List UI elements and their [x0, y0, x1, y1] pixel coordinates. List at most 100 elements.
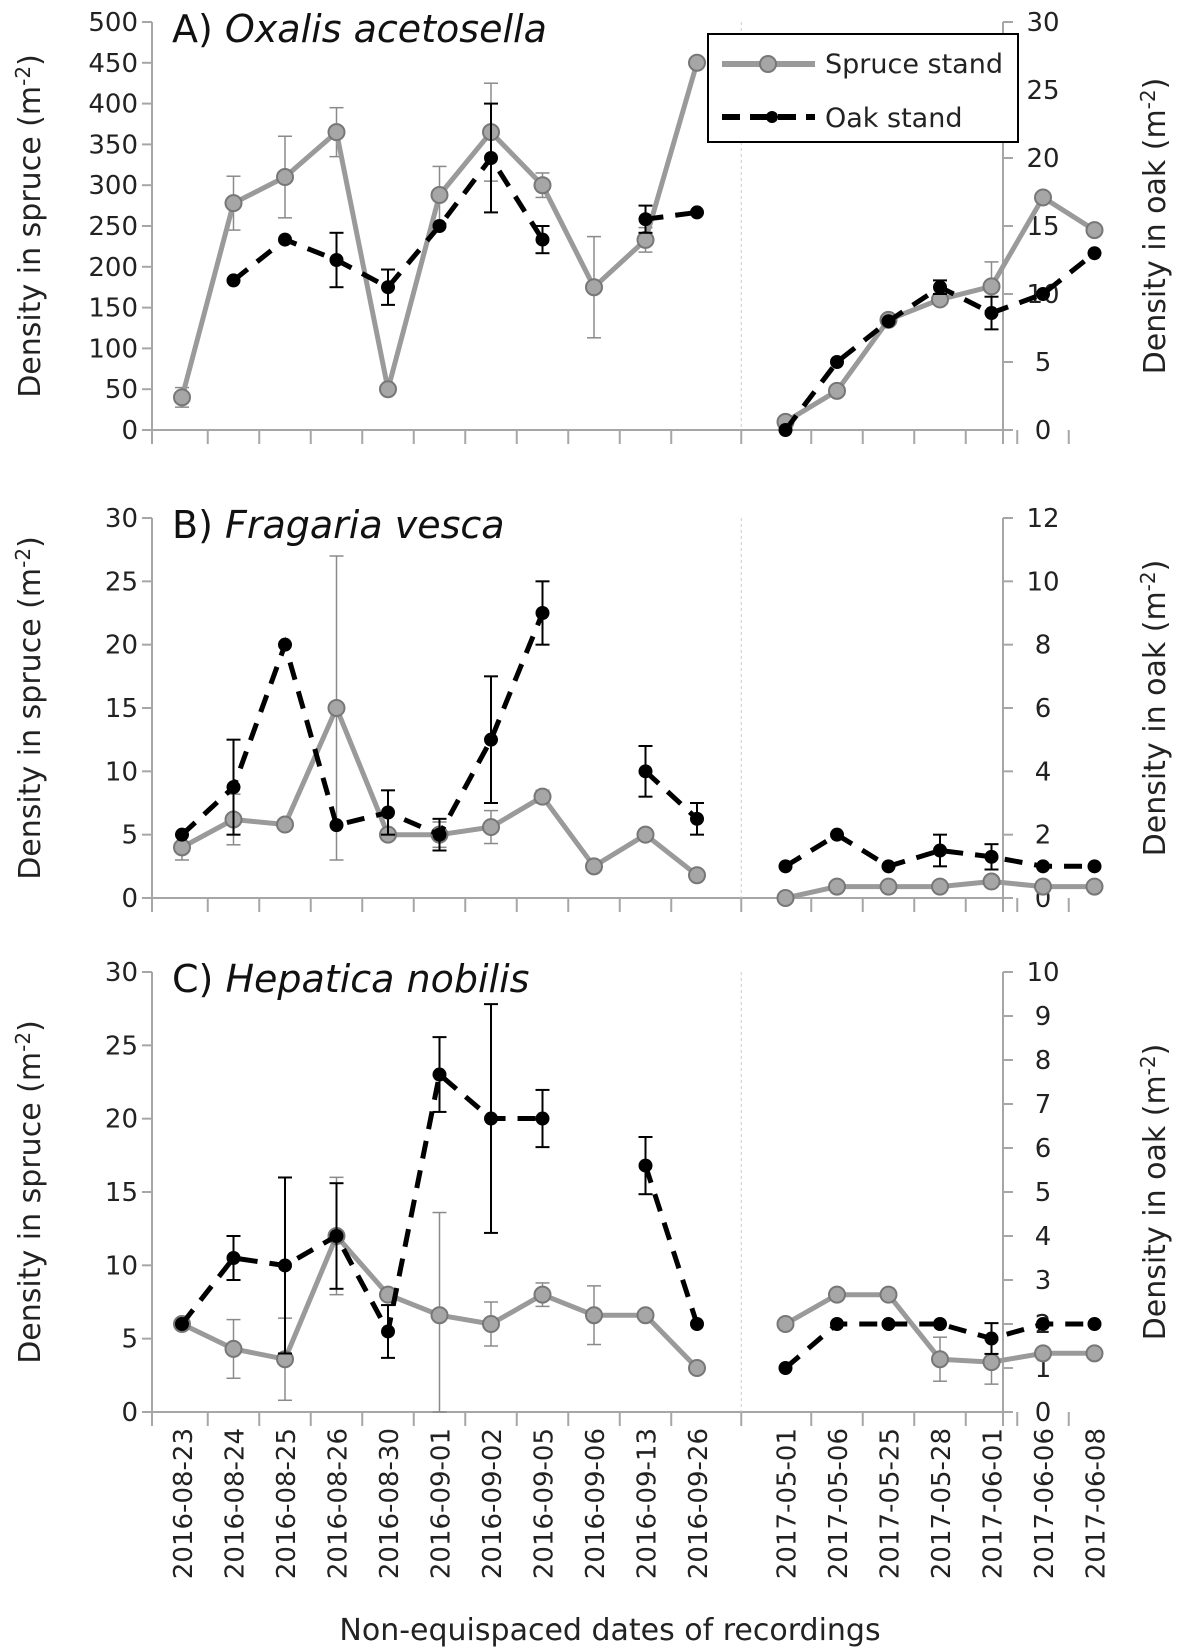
spruce-point — [533, 787, 552, 806]
spruce-point — [931, 1350, 949, 1369]
x-date-label: 2016-08-23 — [169, 1428, 199, 1579]
right-tick-label: 0 — [1035, 1398, 1052, 1428]
right-tick-label: 4 — [1035, 1222, 1052, 1252]
legend-oak-marker — [766, 111, 778, 123]
left-tick-label: 30 — [105, 504, 138, 534]
spruce-point — [327, 123, 346, 142]
oak-point — [535, 606, 550, 620]
left-axis-title-close: ) — [13, 54, 48, 66]
x-date-label: 2016-09-05 — [530, 1428, 560, 1579]
oak-point — [484, 151, 498, 165]
spruce-point — [982, 277, 1001, 296]
oak-line — [643, 769, 699, 821]
oak-point — [535, 1111, 550, 1126]
spruce-point — [585, 1306, 603, 1325]
spruce-point — [879, 1285, 898, 1304]
legend: Spruce stand Oak stand — [707, 33, 1019, 143]
oak-point — [778, 423, 793, 437]
oak-point — [638, 212, 653, 227]
right-tick-label: 2 — [1035, 821, 1052, 851]
spruce-point — [585, 857, 603, 876]
left-axis-title-close: ) — [13, 536, 48, 548]
spruce-point — [173, 838, 191, 857]
spruce-point — [1085, 877, 1104, 896]
right-axis-title-sup: -2 — [1136, 89, 1160, 109]
left-tick-label: 400 — [88, 90, 138, 120]
spruce-point — [1034, 877, 1052, 896]
x-date-label: 2017-06-08 — [1082, 1428, 1112, 1579]
spruce-point — [688, 866, 706, 885]
right-tick-label: 5 — [1035, 348, 1052, 378]
oak-series — [175, 1003, 1102, 1375]
oak-point — [278, 232, 292, 247]
oak-point — [778, 859, 793, 874]
right-axis-title-sup: -2 — [1136, 1055, 1160, 1075]
oak-point — [226, 273, 241, 288]
x-date-label: 2016-09-26 — [684, 1428, 714, 1579]
left-tick-label: 150 — [88, 294, 138, 324]
spruce-point — [1034, 1344, 1052, 1363]
right-tick-label: 10 — [1026, 958, 1059, 988]
spruce-point — [982, 872, 1001, 891]
panel-title: B) Fragaria vesca — [172, 503, 505, 547]
panel-letter: B) — [172, 503, 225, 547]
oak-point — [778, 1361, 793, 1375]
legend-box — [707, 33, 1019, 143]
oak-point — [329, 253, 344, 267]
oak-point — [933, 1317, 947, 1331]
spruce-point — [636, 230, 655, 249]
oak-point — [881, 314, 896, 329]
panel-species: Fragaria vesca — [225, 503, 505, 547]
left-axis-title: Density in spruce (m-2) — [11, 1020, 48, 1364]
x-date-label: 2016-09-06 — [581, 1428, 611, 1579]
oak-point — [432, 1067, 447, 1082]
oak-point — [690, 811, 704, 826]
right-tick-label: 8 — [1035, 1046, 1052, 1076]
oak-point — [881, 859, 896, 874]
left-tick-label: 15 — [105, 1178, 138, 1208]
right-tick-label: 4 — [1035, 757, 1052, 787]
panel-letter: C) — [172, 957, 225, 1001]
spruce-point — [224, 194, 243, 213]
oak-point — [638, 764, 653, 779]
right-tick-label: 6 — [1035, 1134, 1052, 1164]
x-date-label: 2016-08-30 — [375, 1428, 405, 1579]
right-axis-title-close: ) — [1138, 1044, 1173, 1056]
right-tick-label: 12 — [1026, 504, 1059, 534]
right-axis-title-close: ) — [1138, 78, 1173, 90]
right-tick-label: 7 — [1035, 1090, 1052, 1120]
left-axis-title-sup: -2 — [11, 548, 35, 568]
oak-series — [226, 102, 1102, 437]
spruce-point — [1085, 221, 1104, 240]
right-tick-label: 20 — [1026, 144, 1059, 174]
x-date-label: 2016-08-24 — [221, 1428, 251, 1579]
right-axis-title-close: ) — [1138, 560, 1173, 572]
left-tick-label: 500 — [88, 8, 138, 38]
x-date-label: 2016-08-25 — [272, 1428, 302, 1579]
oak-point — [690, 1317, 704, 1331]
panel-letter: A) — [172, 7, 225, 51]
oak-point — [226, 780, 241, 795]
spruce-point — [688, 1359, 706, 1377]
x-date-label: 2017-05-06 — [824, 1428, 854, 1579]
oak-point — [830, 1317, 844, 1331]
left-tick-label: 350 — [88, 130, 138, 160]
oak-series — [175, 580, 1102, 874]
spruce-point — [430, 1306, 449, 1325]
spruce-series — [173, 1176, 1104, 1413]
oak-point — [535, 232, 550, 247]
left-axis-title: Density in spruce (m-2) — [11, 54, 48, 398]
oak-point — [933, 843, 947, 858]
spruce-point — [982, 1353, 1001, 1372]
oak-point — [226, 1251, 241, 1265]
spruce-point — [828, 381, 846, 400]
x-axis-date-labels: 2016-08-23 2016-08-24 2016-08-25 2016-08-26… — [169, 1428, 1112, 1579]
x-date-label: 2016-09-01 — [427, 1428, 457, 1579]
left-tick-label: 250 — [88, 212, 138, 242]
right-tick-label: 10 — [1026, 567, 1059, 597]
oak-point — [278, 637, 292, 652]
x-date-label: 2016-08-26 — [324, 1428, 354, 1579]
right-tick-label: 6 — [1035, 694, 1052, 724]
